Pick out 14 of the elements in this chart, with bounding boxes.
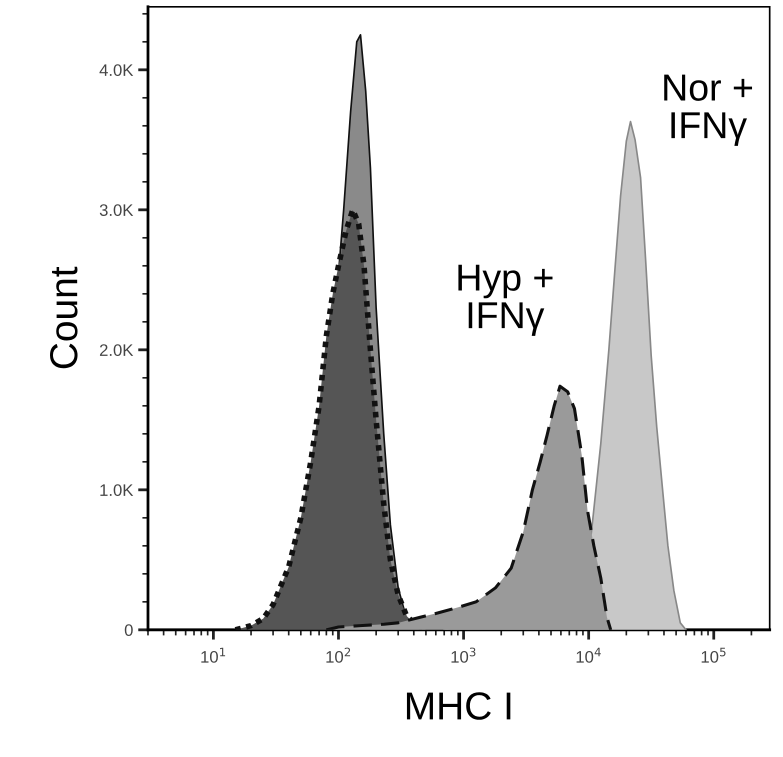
- annotation: Nor + IFNγ: [664, 74, 752, 146]
- annotation: Hyp + IFNγ: [458, 264, 552, 336]
- x-tick-label: 10$^{3}$: [452, 648, 476, 663]
- y-tick-label: 0: [124, 624, 133, 636]
- y-tick-label: 1.0K: [100, 484, 134, 496]
- y-tick-label: 2.0K: [100, 344, 134, 356]
- x-axis-title: MHC I: [406, 692, 510, 720]
- x-tick-label: 10$^{2}$: [326, 648, 350, 663]
- x-tick-label: 10$^{5}$: [702, 648, 726, 663]
- y-tick-label: 4.0K: [100, 64, 134, 76]
- y-tick-label: 3.0K: [100, 204, 134, 216]
- x-tick-label: 10$^{1}$: [201, 648, 226, 663]
- y-axis-title: Count: [50, 266, 78, 368]
- x-tick-label: 10$^{4}$: [576, 648, 601, 663]
